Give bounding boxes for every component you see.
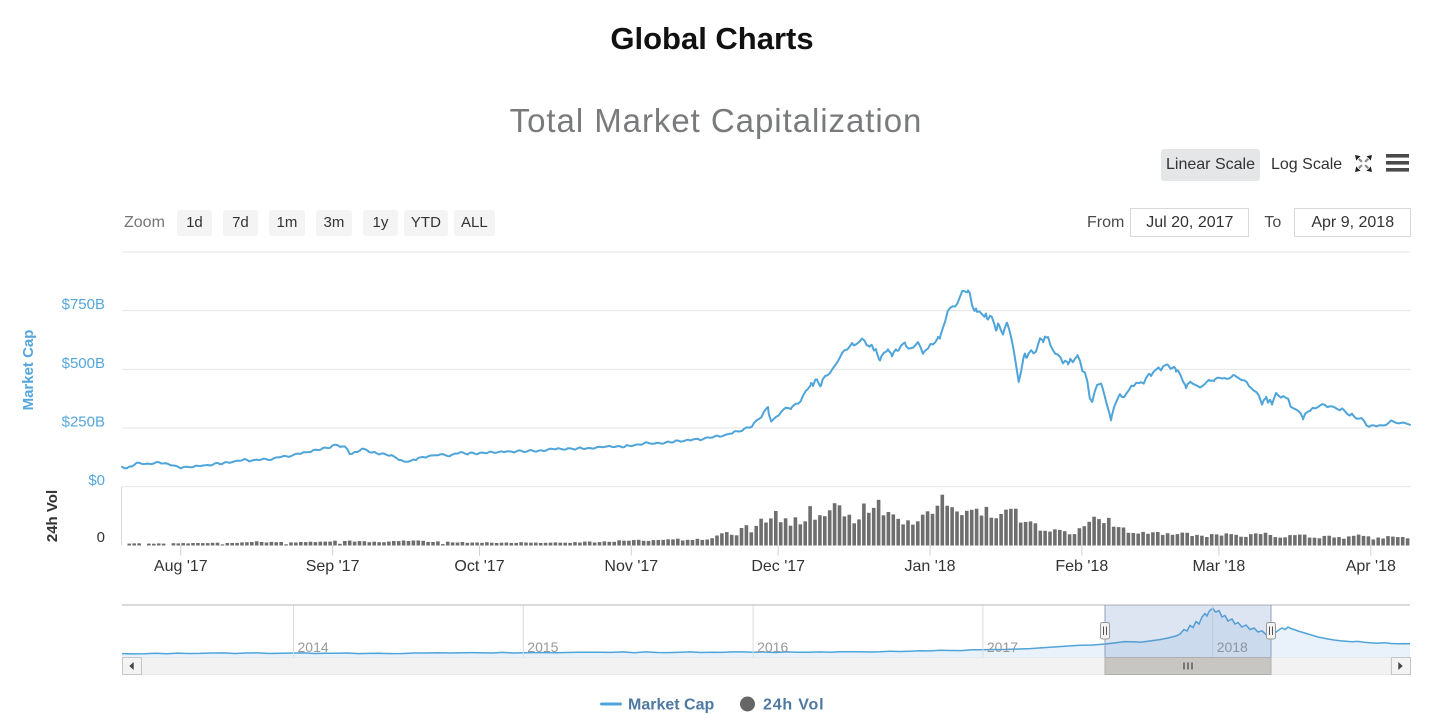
svg-text:Market Cap: Market Cap — [628, 697, 714, 714]
svg-text:2015: 2015 — [527, 639, 558, 655]
svg-text:$250B: $250B — [62, 414, 105, 431]
svg-text:Mar '18: Mar '18 — [1192, 558, 1245, 575]
svg-text:24h Vol: 24h Vol — [763, 697, 824, 714]
svg-text:Aug '17: Aug '17 — [154, 558, 208, 575]
svg-text:Oct '17: Oct '17 — [454, 558, 504, 575]
svg-text:Dec '17: Dec '17 — [751, 558, 805, 575]
svg-text:Feb '18: Feb '18 — [1055, 558, 1108, 575]
svg-text:Apr '18: Apr '18 — [1346, 558, 1396, 575]
svg-text:2016: 2016 — [757, 639, 788, 655]
svg-text:Market Cap: Market Cap — [20, 330, 37, 411]
svg-text:$0: $0 — [88, 472, 105, 489]
svg-text:Nov '17: Nov '17 — [604, 558, 658, 575]
svg-text:24h Vol: 24h Vol — [44, 490, 61, 542]
svg-text:$500B: $500B — [62, 355, 105, 372]
svg-text:0: 0 — [97, 529, 105, 546]
svg-text:2017: 2017 — [987, 639, 1018, 655]
svg-text:2018: 2018 — [1217, 639, 1248, 655]
svg-text:Sep '17: Sep '17 — [306, 558, 360, 575]
svg-text:2014: 2014 — [298, 639, 329, 655]
svg-text:$750B: $750B — [62, 296, 105, 313]
svg-text:Jan '18: Jan '18 — [904, 558, 955, 575]
